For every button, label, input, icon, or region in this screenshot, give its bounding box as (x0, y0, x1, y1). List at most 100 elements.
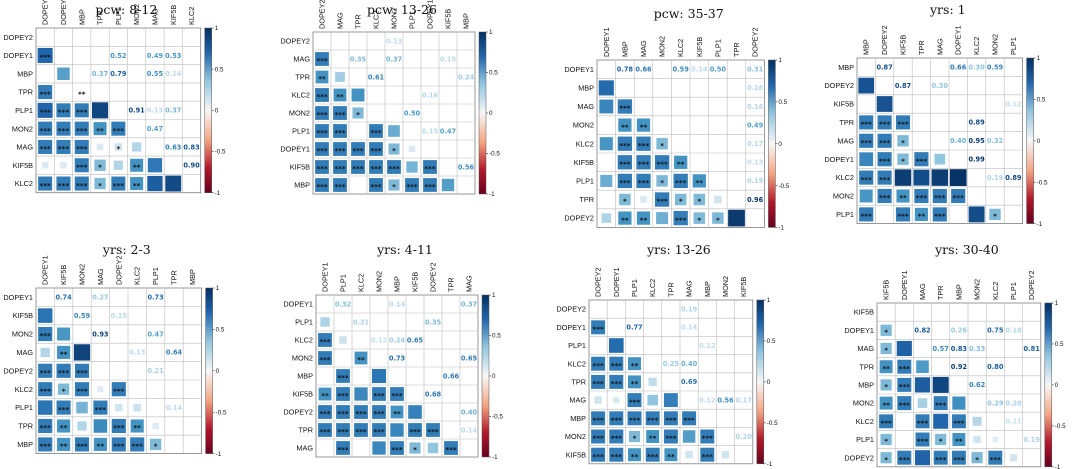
correlation-square (38, 121, 53, 136)
scale-tick-label: 0.5 (489, 70, 498, 77)
color-scale-bar (768, 59, 776, 228)
correlation-square (40, 347, 50, 358)
correlation-square (917, 398, 928, 408)
significance-stars: *** (40, 89, 52, 98)
coefficient-label: 0.19 (681, 305, 698, 313)
correlation-square (617, 173, 633, 189)
correlation-square (949, 169, 967, 187)
scale-tick-label: -0.5 (1037, 179, 1048, 186)
scale-tick-label: 1 (492, 292, 496, 299)
correlation-square (77, 421, 87, 431)
correlation-square (315, 178, 329, 192)
col-label: MON2 (973, 279, 982, 300)
correlation-square (897, 135, 909, 147)
significance-stars: *** (424, 164, 436, 173)
correlation-square (636, 173, 651, 189)
coefficient-label: 0.93 (92, 330, 109, 338)
col-label: DOPEY1 (612, 267, 621, 297)
correlation-square (315, 142, 329, 156)
correlation-square (933, 396, 948, 411)
row-label: DOPEY2 (3, 33, 33, 42)
significance-stars: ** (640, 122, 648, 131)
coefficient-label: 0.73 (389, 354, 406, 362)
correlation-square (933, 450, 948, 465)
correlation-square (130, 177, 144, 191)
correlation-square (880, 452, 892, 464)
correlation-square (859, 207, 874, 222)
significance-stars: * (993, 212, 997, 221)
color-scale-bar (205, 287, 213, 454)
col-label: PLP1 (408, 11, 417, 29)
row-label: MBP (570, 414, 586, 423)
significance-stars: ** (631, 361, 639, 370)
row-label: MON2 (292, 354, 313, 363)
row-label: KLC2 (568, 359, 586, 368)
row-label: DOPEY2 (564, 214, 594, 223)
significance-stars: *** (427, 427, 439, 436)
coefficient-label: 0.35 (350, 55, 367, 63)
significance-stars: *** (370, 164, 382, 173)
significance-stars: *** (592, 416, 604, 425)
coefficient-label: 0.29 (987, 399, 1004, 407)
significance-stars: *** (935, 400, 947, 409)
correlation-square (351, 142, 365, 156)
correlation-square (38, 382, 53, 397)
coefficient-label: 0.40 (461, 408, 478, 416)
row-label: MAG (577, 102, 594, 111)
coefficient-label: 0.87 (895, 82, 912, 90)
row-label: MBP (858, 381, 874, 390)
correlation-square (617, 155, 633, 170)
correlation-square (636, 136, 651, 151)
significance-stars: ** (696, 178, 704, 187)
correlation-square (93, 419, 108, 433)
significance-stars: *** (370, 182, 382, 191)
significance-stars: *** (879, 120, 891, 129)
col-label: MON2 (78, 264, 87, 285)
correlation-square (932, 207, 947, 222)
coefficient-label: 0.30 (932, 82, 949, 90)
significance-stars: *** (334, 182, 346, 191)
significance-stars: *** (656, 160, 668, 169)
significance-stars: *** (40, 423, 52, 432)
coefficient-label: 0.37 (165, 107, 182, 115)
scale-tick-label: -1 (215, 190, 221, 197)
coefficient-label: 0.37 (461, 300, 478, 308)
correlation-square (932, 376, 949, 393)
correlation-square (636, 118, 651, 132)
row-label: DOPEY1 (3, 293, 33, 302)
correlation-square (369, 124, 383, 138)
significance-stars: ** (621, 122, 629, 131)
color-scale-bar (756, 299, 765, 465)
correlation-square (93, 122, 107, 136)
row-label: DOPEY1 (844, 326, 874, 335)
significance-stars: *** (76, 144, 88, 153)
col-label: MAG (918, 283, 927, 300)
col-label: KLC2 (357, 274, 366, 292)
correlation-square (594, 396, 602, 404)
correlation-square (617, 99, 633, 114)
correlation-square (897, 153, 909, 165)
significance-stars: ** (667, 452, 675, 461)
row-label: MON2 (289, 109, 310, 118)
scale-tick-label: -1 (778, 225, 784, 232)
significance-stars: *** (337, 445, 349, 454)
significance-stars: *** (334, 128, 346, 137)
heatmap-panel-2: pcw: 13-26 DOPEY2 MAG TPR KLC2 MON2 PLP1 DOPEY1… (280, 0, 500, 198)
correlation-square (915, 414, 930, 429)
significance-stars: ** (631, 452, 639, 461)
significance-stars: *** (40, 144, 52, 153)
col-label: PLP1 (630, 279, 639, 297)
correlation-square (973, 435, 981, 444)
significance-stars: * (975, 455, 979, 464)
scale-tick-label: 0 (492, 373, 496, 380)
correlation-square (895, 115, 911, 130)
significance-stars: * (716, 215, 720, 224)
correlation-square (405, 178, 419, 192)
row-label: KLC2 (15, 179, 33, 188)
significance-stars: *** (334, 146, 346, 155)
significance-stars: *** (917, 419, 929, 428)
col-label: KIF5B (899, 35, 908, 55)
significance-stars: *** (880, 419, 892, 428)
correlation-square (897, 377, 912, 392)
coefficient-label: 0.14 (165, 70, 182, 78)
